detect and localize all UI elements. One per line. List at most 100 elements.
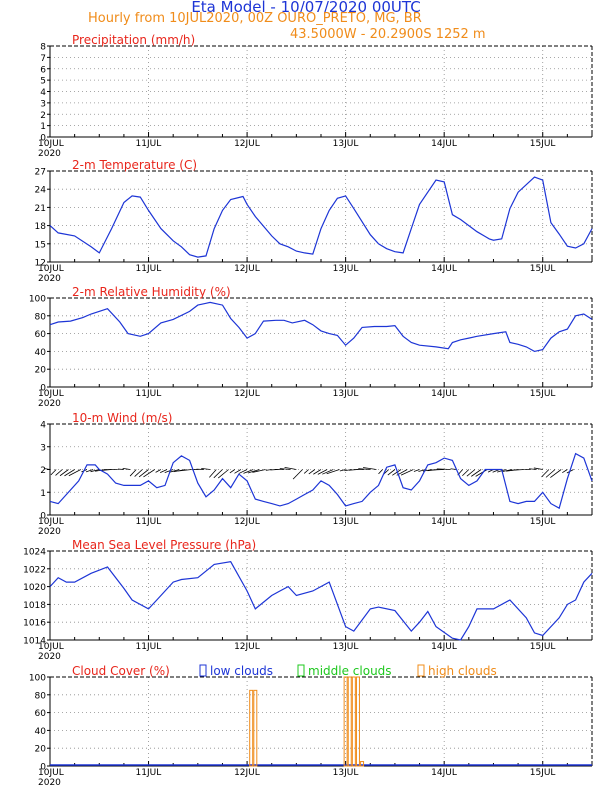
x-year-label: 2020 [38, 527, 61, 537]
wind-arrow [130, 470, 136, 477]
y-tick-label: 20 [35, 366, 47, 376]
y-tick-label: 4 [40, 88, 46, 98]
x-tick-label: 14JUL [431, 389, 457, 399]
wind-arrow [51, 470, 56, 475]
y-tick-label: 1020 [23, 583, 46, 593]
wind-arrow [69, 470, 81, 476]
panel-precip: 10JUL 11JUL 12JUL 13JUL 14JUL 15JUL 2020 0 12 345… [38, 33, 592, 159]
cloud-bar [352, 677, 355, 766]
legend-swatch [298, 665, 304, 676]
x-tick-label: 15JUL [530, 389, 556, 399]
y-tick-label: 20 [35, 745, 47, 755]
x-tick-label: 15JUL [530, 139, 556, 149]
x-tick-label: 11JUL [136, 139, 162, 149]
cloud-bar [348, 677, 351, 766]
x-tick-label: 15JUL [530, 642, 556, 652]
y-tick-label: 0 [40, 134, 46, 144]
y-tick-label: 1022 [23, 565, 46, 575]
y-tick-label: 1014 [23, 637, 46, 647]
x-year-label: 2020 [38, 149, 61, 159]
x-tick-label: 12JUL [234, 642, 260, 652]
y-tick-label: 40 [35, 348, 47, 358]
wind-arrow [143, 470, 154, 477]
panel-temp: 10JUL 11JUL 12JUL 13JUL 14JUL 15JUL 2020 12 15 18… [35, 158, 592, 284]
y-tick-label: 1024 [23, 548, 46, 558]
x-tick-label: 12JUL [234, 264, 260, 274]
panel-title: Cloud Cover (%) [72, 664, 170, 678]
x-year-label: 2020 [38, 652, 61, 662]
wind-arrow [462, 470, 468, 476]
y-tick-label: 15 [35, 240, 46, 250]
y-tick-label: 2 [40, 466, 46, 476]
y-tick-label: 18 [35, 222, 47, 232]
y-tick-label: 1 [40, 122, 46, 132]
legend-label: middle clouds [308, 664, 392, 678]
x-tick-label: 13JUL [333, 139, 359, 149]
panel-title: Precipitation (mm/h) [72, 33, 195, 47]
y-tick-label: 80 [35, 312, 47, 322]
panel-title: 2-m Temperature (C) [72, 158, 197, 172]
wind-arrow [471, 470, 481, 477]
wind-arrow [293, 470, 302, 480]
y-tick-label: 2 [40, 111, 46, 121]
wind-arrow [562, 470, 567, 473]
y-tick-label: 6 [40, 65, 46, 75]
x-tick-label: 14JUL [431, 768, 457, 778]
wind-arrow [230, 470, 235, 473]
wind-arrow [550, 470, 561, 478]
y-tick-label: 100 [29, 674, 46, 684]
legend-swatch [200, 665, 206, 676]
y-tick-label: 40 [35, 727, 47, 737]
meteogram: 10JUL 11JUL 12JUL 13JUL 14JUL 15JUL2020012345… [0, 0, 612, 792]
y-tick-label: 0 [40, 512, 46, 522]
x-tick-label: 11JUL [136, 264, 162, 274]
x-tick-label: 11JUL [136, 768, 162, 778]
x-tick-label: 15JUL [530, 264, 556, 274]
y-tick-label: 1018 [23, 601, 46, 611]
x-tick-label: 11JUL [136, 389, 162, 399]
wind-arrow [511, 470, 524, 471]
y-tick-label: 4 [40, 421, 46, 431]
panel-title: 2-m Relative Humidity (%) [72, 285, 231, 299]
x-tick-label: 11JUL [136, 642, 162, 652]
cloud-bar [254, 690, 257, 766]
x-tick-label: 12JUL [234, 389, 260, 399]
y-tick-label: 7 [40, 54, 46, 64]
wind-arrow [304, 470, 309, 474]
x-tick-label: 15JUL [530, 517, 556, 527]
wind-arrow [139, 470, 148, 477]
x-tick-label: 12JUL [234, 517, 260, 527]
y-tick-label: 60 [35, 330, 47, 340]
x-tick-label: 13JUL [333, 642, 359, 652]
wind-arrow [378, 470, 382, 474]
x-tick-label: 13JUL [333, 389, 359, 399]
y-tick-label: 5 [40, 77, 46, 87]
y-tick-label: 8 [40, 43, 46, 53]
wind-arrow [218, 470, 228, 479]
x-tick-label: 14JUL [431, 264, 457, 274]
x-tick-label: 14JUL [431, 517, 457, 527]
panel-wind: 10JUL 11JUL 12JUL 13JUL 14JUL 15JUL 2020 0 1 2 3 4 1… [38, 411, 592, 537]
y-tick-label: 12 [35, 259, 46, 269]
legend-label: low clouds [210, 664, 273, 678]
y-tick-label: 0 [40, 763, 46, 773]
legend-swatch [418, 665, 424, 676]
panel-cloud: 10JUL 11JUL 12JUL 13JUL 14JUL 15JUL 2020 0 20 40 6… [29, 664, 592, 788]
cloud-bar [356, 677, 359, 766]
x-tick-label: 11JUL [136, 517, 162, 527]
legend-label: high clouds [428, 664, 497, 678]
panel-title: 10-m Wind (m/s) [72, 411, 172, 425]
x-tick-label: 13JUL [333, 517, 359, 527]
y-tick-label: 60 [35, 709, 47, 719]
y-tick-label: 100 [29, 295, 46, 305]
y-tick-label: 0 [40, 384, 46, 394]
panel-title: Mean Sea Level Pressure (hPa) [72, 538, 256, 552]
y-tick-label: 1016 [23, 619, 46, 629]
y-tick-label: 80 [35, 691, 47, 701]
x-year-label: 2020 [38, 778, 61, 788]
y-tick-label: 27 [35, 168, 46, 178]
x-tick-label: 14JUL [431, 642, 457, 652]
series-line [50, 302, 592, 351]
x-year-label: 2020 [38, 399, 61, 409]
y-tick-label: 1 [40, 489, 46, 499]
